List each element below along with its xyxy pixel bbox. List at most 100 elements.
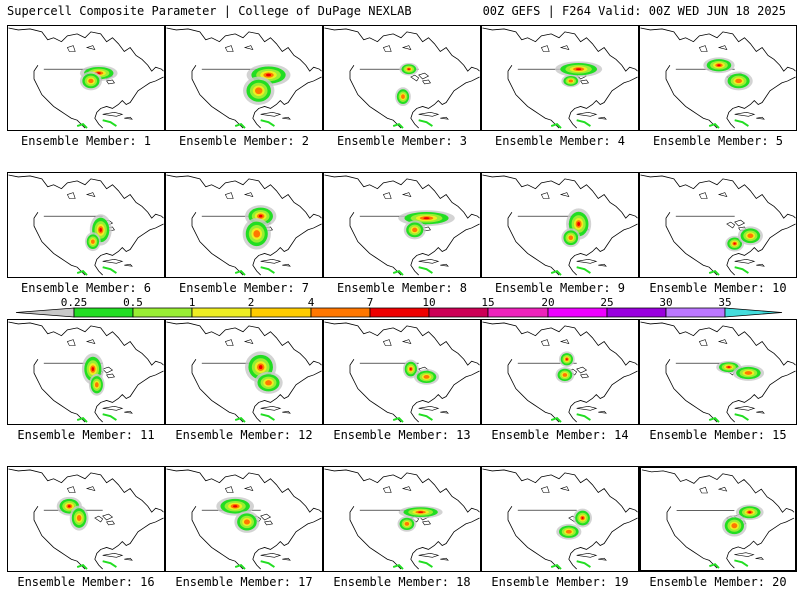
coastline [8,27,164,129]
islands [540,486,607,561]
ensemble-panel-16[interactable]: Ensemble Member: 16 [7,466,165,592]
ensemble-map-16 [7,466,165,572]
scp-contour [398,505,443,519]
ensemble-member-label: Ensemble Member: 5 [652,134,784,148]
scp-fringe [76,560,117,570]
ensemble-member-label: Ensemble Member: 7 [178,281,310,295]
islands [540,45,607,120]
ensemble-map-5 [639,25,797,131]
ensemble-panel-6[interactable]: Ensemble Member: 6 [7,172,165,298]
scp-fringe [708,119,749,129]
great-lakes [410,72,431,85]
ensemble-panel-2[interactable]: Ensemble Member: 2 [165,25,323,151]
scp-fringe [76,413,117,423]
scp-fringe [234,119,275,129]
ensemble-panel-12[interactable]: Ensemble Member: 12 [165,319,323,445]
scp-contour [556,523,582,540]
scp-contour [254,371,283,394]
scp-contour [243,76,275,105]
ensemble-panel-13[interactable]: Ensemble Member: 13 [323,319,481,445]
ensemble-panel-8[interactable]: Ensemble Member: 8 [323,172,481,298]
islands [540,192,607,267]
scp-contour [737,226,763,246]
ensemble-panel-1[interactable]: Ensemble Member: 1 [7,25,165,151]
ensemble-map-4 [481,25,639,131]
ensemble-map-19 [481,466,639,572]
ensemble-panel-17[interactable]: Ensemble Member: 17 [165,466,323,592]
colorbar-tick-label: 4 [307,296,315,309]
scp-fringe [392,119,433,129]
coastline [8,174,164,276]
colorbar-segment [191,307,252,318]
ensemble-panel-4[interactable]: Ensemble Member: 4 [481,25,639,151]
scp-fringe [392,413,433,423]
ensemble-panel-14[interactable]: Ensemble Member: 14 [481,319,639,445]
ensemble-member-label: Ensemble Member: 17 [175,575,313,589]
coastline [166,321,322,423]
scp-fringe [708,266,749,276]
ensemble-panel-20[interactable]: Ensemble Member: 20 [639,466,797,592]
colorbar-tick-label: 10 [422,296,436,309]
colorbar-segment [369,307,430,318]
ensemble-panel-5[interactable]: Ensemble Member: 5 [639,25,797,151]
ensemble-panel-15[interactable]: Ensemble Member: 15 [639,319,797,445]
scp-contour [216,496,255,516]
scp-contour [561,74,581,88]
scp-fringe [76,119,117,129]
colorbar-tick-label: 30 [659,296,673,309]
colorbar-tick-label: 2 [247,296,255,309]
islands [224,45,291,120]
page-title: Supercell Composite Parameter | College … [7,4,412,18]
scp-contour [716,360,742,374]
scp-contour [555,367,575,383]
ensemble-member-label: Ensemble Member: 14 [491,428,629,442]
ensemble-member-label: Ensemble Member: 18 [333,575,471,589]
scp-contour [397,516,417,532]
colorbar-tick-label: 7 [366,296,374,309]
ensemble-panel-3[interactable]: Ensemble Member: 3 [323,25,481,151]
scp-contour [395,87,411,107]
colorbar-segment [428,307,489,318]
scp-fringe [392,560,433,570]
scp-fringe [234,266,275,276]
islands [382,339,449,414]
scp-contour [722,514,747,537]
scp-contour [725,235,745,252]
colorbar-tick-label: 25 [600,296,614,309]
ensemble-panel-18[interactable]: Ensemble Member: 18 [323,466,481,592]
islands [540,339,607,414]
ensemble-member-label: Ensemble Member: 13 [333,428,471,442]
ensemble-panel-9[interactable]: Ensemble Member: 9 [481,172,639,298]
colorbar-tick-label: 35 [718,296,732,309]
coastline [641,469,795,569]
ensemble-map-15 [639,319,797,425]
scp-contour [85,232,101,252]
ensemble-map-2 [165,25,323,131]
colorbar-segment [310,307,371,318]
colorbar: 0.25 0.5 1 2 4 7 10 15 20 25 30 35 [0,296,800,320]
ensemble-member-label: Ensemble Member: 10 [649,281,787,295]
ensemble-panel-10[interactable]: Ensemble Member: 10 [639,172,797,298]
ensemble-map-14 [481,319,639,425]
islands [698,192,765,267]
colorbar-tick-label: 0.5 [123,296,143,309]
ensemble-map-17 [165,466,323,572]
scp-contour [413,369,440,385]
coastline [166,174,322,276]
coastline [324,174,480,276]
colorbar-segment [606,307,667,318]
ensemble-map-1 [7,25,165,131]
scp-fringe [550,413,591,423]
coastline [324,27,480,129]
ensemble-panel-19[interactable]: Ensemble Member: 19 [481,466,639,592]
colorbar-segment [487,307,549,318]
scp-fringe [709,559,749,569]
ensemble-panel-7[interactable]: Ensemble Member: 7 [165,172,323,298]
ensemble-panel-11[interactable]: Ensemble Member: 11 [7,319,165,445]
colorbar-tick-label: 20 [541,296,555,309]
colorbar-segment [547,307,608,318]
scp-contour [403,220,426,240]
scp-fringe [708,413,749,423]
scp-contour [735,504,764,520]
